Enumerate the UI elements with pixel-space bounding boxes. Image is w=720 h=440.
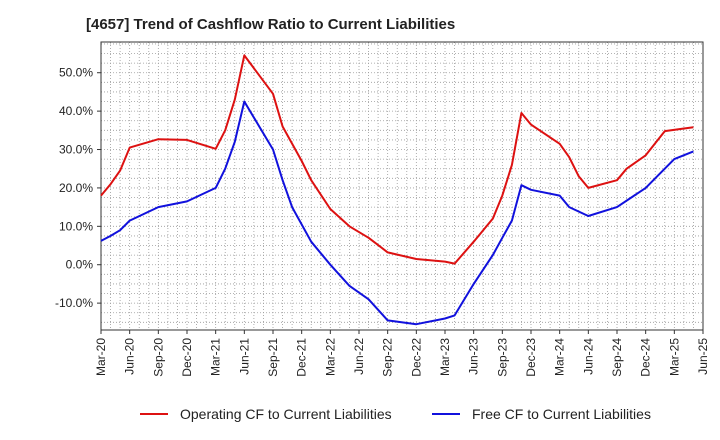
x-tick-label: Sep-21: [266, 338, 280, 377]
legend-label-2: Free CF to Current Liabilities: [472, 406, 651, 422]
x-tick-label: Dec-23: [524, 338, 538, 377]
x-tick-label: Dec-20: [180, 338, 194, 377]
x-tick-label: Sep-22: [381, 338, 395, 377]
y-tick-label: 10.0%: [59, 219, 93, 233]
x-tick-label: Jun-24: [581, 338, 595, 375]
x-tick-label: Jun-23: [467, 338, 481, 375]
x-tick-label: Mar-22: [323, 338, 337, 376]
x-tick-label: Mar-20: [94, 338, 108, 376]
x-tick-label: Jun-22: [352, 338, 366, 375]
x-tick-label: Jun-25: [696, 338, 710, 375]
y-tick-label: 0.0%: [66, 258, 94, 272]
x-tick-label: Mar-23: [438, 338, 452, 376]
x-tick-label: Jun-20: [123, 338, 137, 375]
y-tick-label: -10.0%: [55, 296, 93, 310]
x-tick-label: Jun-21: [237, 338, 251, 375]
plot-border: [100, 41, 704, 331]
x-tick-label: Mar-24: [553, 338, 567, 376]
x-tick-label: Sep-24: [610, 338, 624, 377]
x-tick-label: Mar-25: [667, 338, 681, 376]
x-tick-label: Dec-22: [409, 338, 423, 377]
y-tick-label: 20.0%: [59, 181, 93, 195]
plot-area: [101, 42, 703, 330]
series-line-2: [100, 100, 694, 326]
x-tick-label: Dec-24: [639, 338, 653, 377]
series-line-1: [100, 54, 694, 265]
x-tick-label: Mar-21: [209, 338, 223, 376]
x-tick-label: Sep-20: [151, 338, 165, 377]
x-tick-label: Sep-23: [495, 338, 509, 377]
chart-title: [4657] Trend of Cashflow Ratio to Curren…: [86, 16, 456, 33]
y-tick-label: 30.0%: [59, 143, 93, 157]
y-tick-label: 40.0%: [59, 104, 93, 118]
y-tick-label: 50.0%: [59, 66, 93, 80]
x-tick-label: Dec-21: [295, 338, 309, 377]
legend-label-1: Operating CF to Current Liabilities: [180, 406, 392, 422]
